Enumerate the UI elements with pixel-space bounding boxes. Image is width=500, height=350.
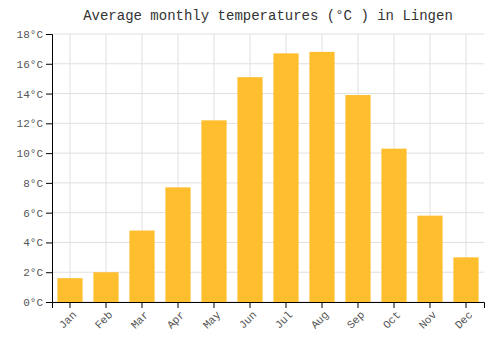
- y-grid-line: [52, 182, 484, 183]
- y-tick-mark: [46, 153, 52, 154]
- bar: [309, 52, 334, 302]
- bar: [201, 120, 226, 302]
- y-tick-label: 6°C: [23, 208, 43, 220]
- x-tick-mark: [286, 302, 287, 308]
- chart: 0°C 2°C 4°C 6°C 8°C 10°C 12°C 14°C 16°C 18°C Jan Fe…: [0, 0, 500, 350]
- y-tick: 14°C: [17, 89, 52, 101]
- x-tick-label: Nov: [417, 309, 440, 332]
- y-grid-line: [52, 123, 484, 124]
- y-tick: 10°C: [17, 148, 52, 160]
- bar: [93, 272, 118, 302]
- x-grid-line: [70, 34, 71, 302]
- x-tick: Oct: [381, 302, 403, 331]
- y-axis-line: [46, 35, 53, 303]
- title: Average monthly temperatures (°C ) in Li…: [83, 8, 453, 24]
- bar: [345, 95, 370, 302]
- y-tick: 6°C: [23, 208, 52, 220]
- y-tick-label: 0°C: [23, 297, 43, 309]
- bar: [417, 216, 442, 302]
- y-tick-label: 18°C: [17, 29, 44, 41]
- x-tick: Jun: [237, 302, 259, 331]
- x-tick-mark: [394, 302, 395, 308]
- x-tick: Sep: [345, 302, 367, 331]
- y-tick-mark: [46, 242, 52, 243]
- x-tick-mark: [430, 302, 431, 308]
- x-tick-mark: [466, 302, 467, 308]
- bar: [237, 77, 262, 302]
- x-tick: Dec: [453, 302, 475, 331]
- x-tick-mark: [250, 302, 251, 308]
- x-axis-line: [53, 303, 485, 309]
- x-tick: Apr: [165, 302, 187, 331]
- x-tick-label: Aug: [309, 309, 331, 331]
- y-tick-label: 10°C: [17, 148, 44, 160]
- x-axis: Jan Feb Mar Apr May Jun Jul Aug Sep Oct Nov Dec: [53, 302, 485, 331]
- grid: [52, 34, 484, 302]
- x-tick: Aug: [309, 302, 331, 331]
- y-tick-mark: [46, 64, 52, 65]
- y-tick-label: 16°C: [17, 59, 44, 71]
- y-grid-line: [52, 34, 484, 35]
- y-axis: 0°C 2°C 4°C 6°C 8°C 10°C 12°C 14°C 16°C 18°C: [17, 29, 53, 309]
- x-tick-label: Oct: [381, 309, 403, 331]
- plot: 0°C 2°C 4°C 6°C 8°C 10°C 12°C 14°C 16°C 18°C Jan Fe…: [17, 29, 485, 331]
- x-tick-mark: [358, 302, 359, 308]
- x-tick-mark: [142, 302, 143, 308]
- y-tick-mark: [46, 183, 52, 184]
- x-tick: Nov: [417, 302, 440, 331]
- x-tick-label: Sep: [345, 309, 367, 331]
- y-tick-label: 12°C: [17, 118, 44, 130]
- x-tick: Mar: [129, 302, 151, 331]
- x-tick: Jul: [273, 302, 295, 331]
- y-tick-label: 8°C: [23, 178, 43, 190]
- x-tick-label: Jan: [57, 309, 79, 331]
- y-tick: 12°C: [17, 118, 52, 130]
- bar: [273, 53, 298, 302]
- bar: [165, 187, 190, 302]
- x-tick-mark: [70, 302, 71, 308]
- bar: [57, 278, 82, 302]
- y-tick-mark: [46, 94, 52, 95]
- y-tick: 2°C: [23, 267, 52, 279]
- bars: [57, 52, 478, 302]
- y-tick: 16°C: [17, 59, 52, 71]
- x-tick-label: Mar: [129, 309, 151, 331]
- x-tick-mark: [106, 302, 107, 308]
- x-tick: May: [201, 302, 224, 331]
- y-tick-mark: [46, 272, 52, 273]
- x-tick-label: Jul: [273, 309, 295, 331]
- bar: [129, 231, 154, 302]
- y-grid-line: [52, 63, 484, 64]
- y-tick-mark: [46, 213, 52, 214]
- y-tick-mark: [46, 302, 52, 303]
- y-grid-line: [52, 153, 484, 154]
- y-tick: 0°C: [23, 297, 52, 309]
- y-tick: 4°C: [23, 237, 52, 249]
- y-tick: 18°C: [17, 29, 52, 41]
- x-tick-label: May: [201, 309, 224, 332]
- x-tick: Jan: [57, 302, 79, 331]
- y-tick-mark: [46, 34, 52, 35]
- x-tick-label: Jun: [237, 309, 259, 331]
- bar: [381, 149, 406, 302]
- x-tick-label: Feb: [93, 309, 115, 331]
- y-tick-mark: [46, 123, 52, 124]
- x-tick-mark: [214, 302, 215, 308]
- x-grid-line: [106, 34, 107, 302]
- x-tick-mark: [322, 302, 323, 308]
- x-tick-label: Dec: [453, 309, 475, 331]
- y-tick-label: 14°C: [17, 89, 44, 101]
- bar: [453, 257, 478, 302]
- y-grid-line: [52, 212, 484, 213]
- y-tick-label: 2°C: [23, 267, 43, 279]
- x-tick-label: Apr: [165, 309, 187, 331]
- x-tick: Feb: [93, 302, 115, 331]
- y-tick: 8°C: [23, 178, 52, 190]
- x-tick-mark: [178, 302, 179, 308]
- y-grid-line: [52, 93, 484, 94]
- y-tick-label: 4°C: [23, 237, 43, 249]
